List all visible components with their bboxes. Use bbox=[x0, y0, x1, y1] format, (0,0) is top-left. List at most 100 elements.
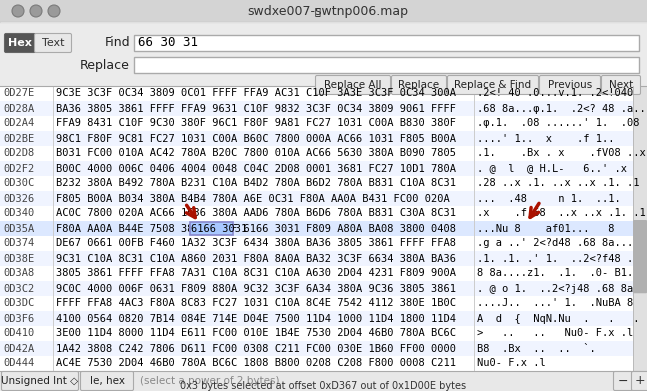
FancyBboxPatch shape bbox=[633, 220, 647, 293]
Text: 0D28A: 0D28A bbox=[3, 104, 34, 113]
Text: 0D3C2: 0D3C2 bbox=[3, 283, 34, 294]
Text: 0D35A: 0D35A bbox=[3, 224, 34, 233]
Bar bbox=[0, 0, 647, 22]
Text: 0x3 bytes selected at offset 0xD367 out of 0x1D00E bytes: 0x3 bytes selected at offset 0xD367 out … bbox=[181, 381, 466, 391]
Bar bbox=[190, 222, 232, 235]
Text: 3805 3861 FFFF FFA8 7A31 C10A 8C31 C10A A630 2D04 4231 F809 900A: 3805 3861 FFFF FFA8 7A31 C10A 8C31 C10A … bbox=[56, 269, 456, 278]
Text: B00C 4000 006C 0406 4004 0048 C04C 2D08 0001 3681 FC27 10D1 780A: B00C 4000 006C 0406 4004 0048 C04C 2D08 … bbox=[56, 163, 456, 174]
Text: . @  l  @ H.L-   6..' .x: . @ l @ H.L- 6..' .x bbox=[477, 163, 627, 174]
Text: 66 30 31: 66 30 31 bbox=[138, 36, 198, 50]
Text: 0D340: 0D340 bbox=[3, 208, 34, 219]
FancyBboxPatch shape bbox=[134, 35, 639, 51]
FancyBboxPatch shape bbox=[448, 75, 538, 95]
FancyBboxPatch shape bbox=[631, 371, 647, 391]
Text: .68 8a...φ.1.  .2<? 48 .a..: .68 8a...φ.1. .2<? 48 .a.. bbox=[477, 104, 646, 113]
Text: A  d  {  NqN.Nu  .   .   .: A d { NqN.Nu . . . bbox=[477, 314, 639, 323]
Text: 6166 3031: 6166 3031 bbox=[191, 224, 247, 233]
Bar bbox=[0, 101, 633, 116]
Text: Replace All: Replace All bbox=[324, 80, 382, 90]
Text: 0D42A: 0D42A bbox=[3, 344, 34, 353]
Text: ...  .48     n 1.  ..1.: ... .48 n 1. ..1. bbox=[477, 194, 620, 203]
Text: 98C1 F80F 9C81 FC27 1031 C00A B60C 7800 000A AC66 1031 F805 B00A: 98C1 F80F 9C81 FC27 1031 C00A B60C 7800 … bbox=[56, 133, 456, 143]
Text: Replace: Replace bbox=[80, 59, 130, 72]
Text: .1. .1. .' 1.  ..2<?f48 .6: .1. .1. .' 1. ..2<?f48 .6 bbox=[477, 253, 639, 264]
FancyBboxPatch shape bbox=[540, 75, 600, 95]
Text: +: + bbox=[635, 375, 645, 387]
Bar bbox=[0, 146, 633, 161]
Text: BA36 3805 3861 FFFF FFA9 9631 C10F 9832 3C3F 0C34 3809 9061 FFFF: BA36 3805 3861 FFFF FFA9 9631 C10F 9832 … bbox=[56, 104, 456, 113]
Text: FFFF FFA8 4AC3 F80A 8C83 FC27 1031 C10A 8C4E 7542 4112 380E 1B0C: FFFF FFA8 4AC3 F80A 8C83 FC27 1031 C10A … bbox=[56, 298, 456, 308]
Bar bbox=[0, 116, 633, 131]
FancyBboxPatch shape bbox=[1, 371, 78, 391]
Bar bbox=[0, 131, 633, 146]
Text: 8 8a....z1.  .1.  .0- B1. .: 8 8a....z1. .1. .0- B1. . bbox=[477, 269, 646, 278]
Text: 0D2F2: 0D2F2 bbox=[3, 163, 34, 174]
Text: .g a ..' 2<?d48 .68 8a....: .g a ..' 2<?d48 .68 8a.... bbox=[477, 239, 639, 249]
Text: Text: Text bbox=[42, 38, 64, 48]
Text: B8  .Bx  ..  ..  `.: B8 .Bx .. .. `. bbox=[477, 344, 596, 353]
FancyBboxPatch shape bbox=[391, 75, 446, 95]
Text: 0D2BE: 0D2BE bbox=[3, 133, 34, 143]
Bar bbox=[0, 311, 633, 326]
Text: 0D2A4: 0D2A4 bbox=[3, 118, 34, 129]
Text: 0D326: 0D326 bbox=[3, 194, 34, 203]
Text: Unsigned Int ◇: Unsigned Int ◇ bbox=[1, 376, 78, 386]
Text: .x    .f 68  ..x ..x .1. .1: .x .f 68 ..x ..x .1. .1 bbox=[477, 208, 646, 219]
Bar bbox=[0, 266, 633, 281]
Text: 0D38E: 0D38E bbox=[3, 253, 34, 264]
Text: Nu0- F.x .l: Nu0- F.x .l bbox=[477, 359, 546, 368]
Bar bbox=[0, 86, 633, 101]
Bar bbox=[0, 371, 647, 391]
Bar bbox=[0, 341, 633, 356]
Text: .φ.1.  .08 ......' 1.  .08: .φ.1. .08 ......' 1. .08 bbox=[477, 118, 639, 129]
Text: B232 380A B492 780A B231 C10A B4D2 780A B6D2 780A B831 C10A 8C31: B232 380A B492 780A B231 C10A B4D2 780A … bbox=[56, 179, 456, 188]
Text: 3E00 11D4 8000 11D4 E611 FC00 010E 1B4E 7530 2D04 46B0 780A BC6C: 3E00 11D4 8000 11D4 E611 FC00 010E 1B4E … bbox=[56, 328, 456, 339]
Bar bbox=[0, 326, 633, 341]
Text: 4100 0564 0820 7B14 084E 714E D04E 7500 11D4 1000 11D4 1800 11D4: 4100 0564 0820 7B14 084E 714E D04E 7500 … bbox=[56, 314, 456, 323]
Circle shape bbox=[12, 5, 24, 17]
Text: B031 FC00 010A AC42 780A B20C 7800 010A AC66 5630 380A B090 7805: B031 FC00 010A AC42 780A B20C 7800 010A … bbox=[56, 149, 456, 158]
Text: 0D27E: 0D27E bbox=[3, 88, 34, 99]
Text: 9C3E 3C3F 0C34 3809 0C01 FFFF FFA9 AC31 C10F 3A3E 3C3F 0C34 300A: 9C3E 3C3F 0C34 3809 0C01 FFFF FFA9 AC31 … bbox=[56, 88, 456, 99]
Text: 9C0C 4000 006F 0631 F809 880A 9C32 3C3F 6A34 380A 9C36 3805 3861: 9C0C 4000 006F 0631 F809 880A 9C32 3C3F … bbox=[56, 283, 456, 294]
Text: 0D3F6: 0D3F6 bbox=[3, 314, 34, 323]
FancyBboxPatch shape bbox=[5, 34, 36, 52]
Text: 0D410: 0D410 bbox=[3, 328, 34, 339]
Text: Replace: Replace bbox=[399, 80, 439, 90]
Text: 📄: 📄 bbox=[314, 6, 320, 16]
Text: 9C31 C10A 8C31 C10A A860 2031 F80A 8A0A BA32 3C3F 6634 380A BA36: 9C31 C10A 8C31 C10A A860 2031 F80A 8A0A … bbox=[56, 253, 456, 264]
Bar bbox=[0, 251, 633, 266]
Text: Replace & Find: Replace & Find bbox=[454, 80, 532, 90]
Bar bbox=[0, 281, 633, 296]
Text: >   ..   ..   Nu0- F.x .l: > .. .. Nu0- F.x .l bbox=[477, 328, 633, 339]
Text: FFA9 8431 C10F 9C30 380F 96C1 F80F 9A81 FC27 1031 C00A B830 380F: FFA9 8431 C10F 9C30 380F 96C1 F80F 9A81 … bbox=[56, 118, 456, 129]
FancyBboxPatch shape bbox=[613, 371, 633, 391]
Circle shape bbox=[48, 5, 60, 17]
FancyBboxPatch shape bbox=[316, 75, 391, 95]
Text: swdxe007-swtnp006.map: swdxe007-swtnp006.map bbox=[247, 5, 408, 18]
Bar bbox=[0, 206, 633, 221]
Text: F80A AA0A B44E 7508 3800 010F 6166 3031 F809 A80A BA08 3800 0408: F80A AA0A B44E 7508 3800 010F 6166 3031 … bbox=[56, 224, 456, 233]
Text: .2<! 40 .0...v.1. .2<!040: .2<! 40 .0...v.1. .2<!040 bbox=[477, 88, 633, 99]
FancyBboxPatch shape bbox=[602, 75, 641, 95]
Bar bbox=[0, 161, 633, 176]
Bar bbox=[633, 86, 647, 371]
Bar bbox=[0, 236, 633, 251]
FancyBboxPatch shape bbox=[134, 57, 639, 73]
Text: ....' 1..  x    .f 1..: ....' 1.. x .f 1.. bbox=[477, 133, 615, 143]
Text: ....J..  ...' 1.  .NuBA 8: ....J.. ...' 1. .NuBA 8 bbox=[477, 298, 633, 308]
Bar bbox=[0, 86, 647, 371]
Text: AC0C 7800 020A AC66 1636 380A AAD6 780A B6D6 780A B831 C30A 8C31: AC0C 7800 020A AC66 1636 380A AAD6 780A … bbox=[56, 208, 456, 219]
Text: .1.    .Bx . x    .fV08 ..x: .1. .Bx . x .fV08 ..x bbox=[477, 149, 646, 158]
Text: 0D30C: 0D30C bbox=[3, 179, 34, 188]
Bar bbox=[0, 356, 633, 371]
Text: −: − bbox=[618, 375, 628, 387]
Text: AC4E 7530 2D04 46B0 780A BC6C 1808 B800 0208 C208 F800 0008 C211: AC4E 7530 2D04 46B0 780A BC6C 1808 B800 … bbox=[56, 359, 456, 368]
Text: F805 B00A B034 380A B4B4 780A A6E 0C31 F80A AA0A B431 FC00 020A: F805 B00A B034 380A B4B4 780A A6E 0C31 F… bbox=[56, 194, 450, 203]
Bar bbox=[0, 191, 633, 206]
Text: 0D3DC: 0D3DC bbox=[3, 298, 34, 308]
FancyBboxPatch shape bbox=[34, 34, 72, 52]
Text: 0D374: 0D374 bbox=[3, 239, 34, 249]
Text: Hex: Hex bbox=[8, 38, 32, 48]
Text: . @ o 1.  ..2<?j48 .68 8a: . @ o 1. ..2<?j48 .68 8a bbox=[477, 283, 633, 294]
